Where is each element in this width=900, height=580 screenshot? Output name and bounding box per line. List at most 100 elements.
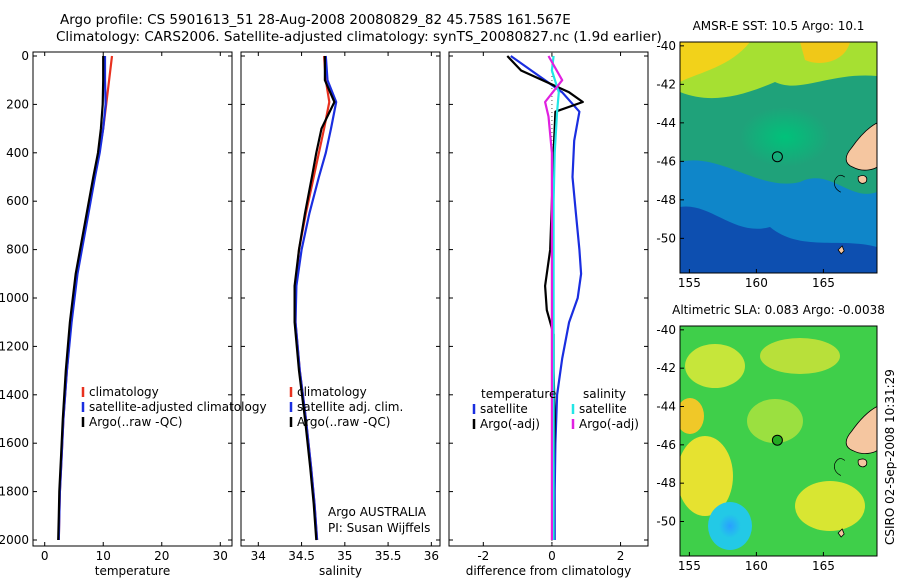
argo-position-marker	[771, 151, 783, 163]
legend-label: Argo(-adj)	[480, 417, 540, 431]
y-tick-label: -46	[656, 438, 676, 452]
y-tick-label: 2000	[0, 533, 29, 547]
x-tick-label: 35	[337, 549, 352, 563]
field-hot-2	[800, 42, 850, 63]
panel-frame	[32, 51, 233, 547]
x-tick-label: 36	[424, 549, 439, 563]
map-title: Altimetric SLA: 0.083 Argo: -0.0038	[672, 303, 885, 317]
x-tick-label: 34	[251, 549, 266, 563]
y-tick-label: -40	[656, 39, 676, 53]
y-tick-label: 800	[6, 243, 29, 257]
y-tick-label: -50	[656, 231, 676, 245]
y-tick-label: -42	[656, 77, 676, 91]
series-line-red	[294, 55, 331, 541]
series-line-blue	[294, 55, 338, 541]
island-auckland	[837, 528, 845, 538]
y-tick-label: -48	[656, 193, 676, 207]
map-frame	[679, 41, 878, 274]
field-hot	[680, 42, 750, 82]
legend-label: climatology	[89, 385, 159, 399]
x-tick-label: 20	[154, 549, 169, 563]
profile-panel-1: 0 200 400 600 800 1000 1200 1400 1600 1800 2000 0 10…	[0, 49, 267, 578]
panel-frame	[448, 51, 649, 547]
coastline-detail	[834, 174, 846, 193]
field-eddy	[680, 398, 704, 434]
attribution-line1: Argo AUSTRALIA	[328, 505, 427, 519]
field-eddy	[795, 481, 865, 531]
landmass	[845, 122, 878, 171]
y-tick-label: -48	[656, 476, 676, 490]
series-line-blue	[57, 56, 107, 541]
x-tick-label: 165	[812, 559, 835, 573]
x-tick-label: 0	[548, 549, 556, 563]
y-tick-label: -50	[656, 515, 676, 529]
attribution-line2: PI: Susan Wijffels	[328, 521, 430, 535]
y-tick-label: 1800	[0, 485, 29, 499]
y-tick-label: -40	[656, 323, 676, 337]
map-field	[680, 326, 877, 556]
field-eddy	[685, 344, 745, 388]
series-line-black	[57, 56, 105, 541]
island-auckland	[837, 245, 845, 255]
field-cold	[680, 206, 877, 273]
y-tick-label: 200	[6, 97, 29, 111]
field-eddy	[747, 399, 803, 443]
x-tick-label: 34.5	[288, 549, 315, 563]
x-axis-label: difference from climatology	[466, 564, 632, 578]
y-tick-label: -44	[656, 400, 676, 414]
series-line-blue	[510, 55, 583, 540]
x-tick-label: 160	[745, 559, 768, 573]
x-tick-label: 0	[41, 549, 49, 563]
coastline-detail	[834, 458, 846, 476]
y-tick-label: -44	[656, 116, 676, 130]
x-tick-label: 155	[678, 276, 701, 290]
y-tick-label: -46	[656, 154, 676, 168]
x-tick-label: 30	[213, 549, 228, 563]
x-tick-label: 35.5	[375, 549, 402, 563]
series-line-magenta	[543, 55, 564, 540]
landmass	[845, 405, 878, 455]
x-tick-label: 165	[812, 276, 835, 290]
legend-title-salinity: salinity	[583, 387, 626, 401]
figure-title-line1: Argo profile: CS 5901613_51 28-Aug-2008 …	[60, 12, 571, 28]
field-eddy	[760, 338, 840, 374]
series-line-black	[506, 55, 584, 540]
legend-label: satellite-adjusted climatology	[89, 400, 267, 414]
y-tick-label: 1200	[0, 339, 29, 353]
sst-map: AMSR-E SST: 10.5 Argo: 10.1 155 160 165 -40 -…	[656, 19, 878, 290]
profile-panel-2: 34 34.5 35 35.5 36 salinity climatologysatelli…	[240, 51, 441, 578]
x-tick-label: -2	[477, 549, 489, 563]
legend-label: Argo(..raw -QC)	[89, 415, 182, 429]
x-axis-label: salinity	[319, 564, 362, 578]
field-eddy-core	[719, 514, 741, 538]
argo-position-marker	[771, 434, 783, 446]
x-tick-label: 160	[745, 276, 768, 290]
y-tick-label: 400	[6, 146, 29, 160]
map-frame	[679, 325, 878, 557]
series-line-cyan	[550, 55, 560, 540]
legend-label: climatology	[297, 385, 367, 399]
y-tick-label: 0	[21, 49, 29, 63]
legend-label: Argo(-adj)	[579, 417, 639, 431]
y-tick-label: -42	[656, 361, 676, 375]
x-tick-label: 2	[617, 549, 625, 563]
legend-label: satellite adj. clim.	[297, 400, 403, 414]
legend-label: Argo(..raw -QC)	[297, 415, 390, 429]
field-eddy	[680, 436, 733, 516]
map-field	[680, 42, 877, 273]
island-stewart	[857, 175, 868, 184]
island-stewart	[857, 458, 868, 468]
y-tick-label: 600	[6, 194, 29, 208]
legend-title-temperature: temperature	[481, 387, 556, 401]
panel-frame	[240, 51, 441, 547]
x-tick-label: 10	[96, 549, 111, 563]
figure-title-line2: Climatology: CARS2006. Satellite-adjuste…	[56, 29, 662, 45]
x-axis-label: temperature	[95, 564, 170, 578]
y-tick-label: 1000	[0, 291, 29, 305]
field-blob	[740, 107, 830, 167]
sla-map: Altimetric SLA: 0.083 Argo: -0.0038 155 16…	[656, 303, 884, 573]
y-tick-label: 1600	[0, 436, 29, 450]
legend-label: satellite	[579, 402, 627, 416]
